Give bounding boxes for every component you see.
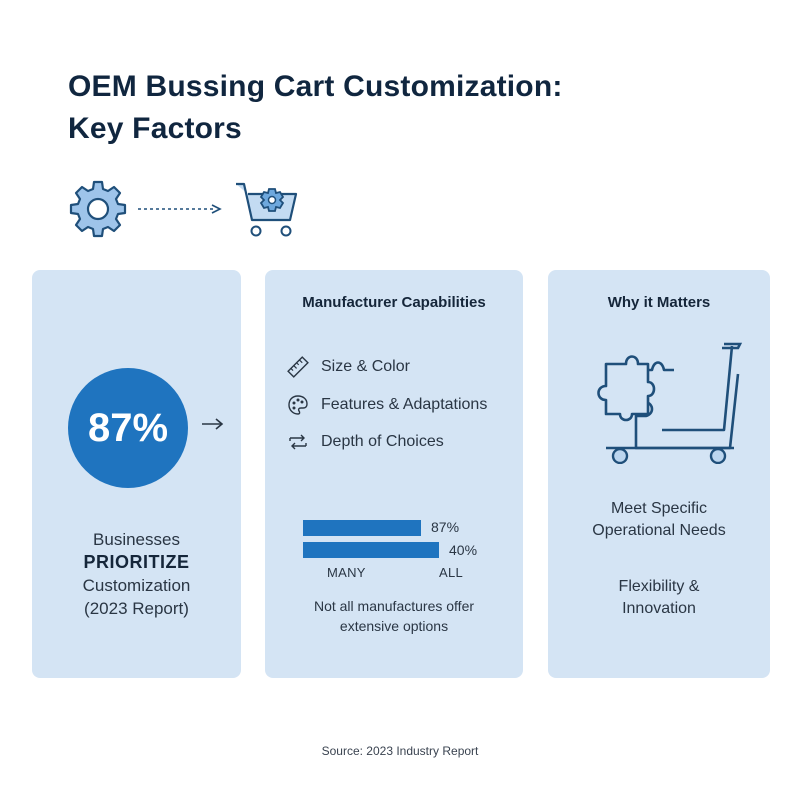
gear-icon bbox=[69, 180, 127, 238]
axis-label-right: ALL bbox=[439, 565, 464, 580]
why-it-matters-card: Why it Matters Meet Specific Operational… bbox=[548, 270, 770, 678]
title-line-2: Key Factors bbox=[68, 112, 242, 145]
bar-value-label: 87% bbox=[431, 519, 460, 535]
feature-label: Features & Adaptations bbox=[321, 396, 488, 413]
axis-label-left: MANY bbox=[327, 565, 366, 580]
feature-label: Size & Color bbox=[321, 358, 410, 375]
dashed-arrow-icon bbox=[138, 204, 222, 214]
palette-icon bbox=[288, 395, 308, 415]
cart-with-gear-icon bbox=[236, 182, 298, 237]
stat-line-1: Businesses bbox=[93, 530, 180, 549]
stat-line-3: Customization bbox=[82, 576, 191, 595]
title-line-1: OEM Bussing Cart Customization: bbox=[68, 70, 563, 103]
bar-all bbox=[303, 542, 439, 558]
why-point-2-line-1: Flexibility & bbox=[618, 578, 700, 595]
why-point-1-line-2: Operational Needs bbox=[592, 522, 726, 539]
arrow-right-icon bbox=[202, 418, 224, 430]
stat-circle: 87% bbox=[68, 368, 188, 488]
why-heading: Why it Matters bbox=[607, 294, 711, 311]
puzzle-cart-icon bbox=[597, 342, 743, 464]
source-note: Source: 2023 Industry Report bbox=[321, 744, 479, 758]
capabilities-heading: Manufacturer Capabilities bbox=[302, 294, 486, 311]
arrows-icon bbox=[289, 434, 307, 450]
bar-many bbox=[303, 520, 421, 536]
capabilities-note: Not all manufactures offer extensive opt… bbox=[265, 596, 523, 636]
feature-label: Depth of Choices bbox=[321, 433, 444, 450]
why-point-2: Flexibility & Innovation bbox=[548, 576, 770, 620]
feature-item: Size & Color bbox=[287, 354, 410, 380]
why-point-1-line-1: Meet Specific bbox=[610, 500, 708, 517]
feature-item: Depth of Choices bbox=[287, 429, 444, 455]
capabilities-card: Manufacturer Capabilities Size & Color F… bbox=[265, 270, 523, 678]
why-point-2-line-2: Innovation bbox=[622, 600, 696, 617]
stat-card: 87% Businesses PRIORITIZE Customization … bbox=[32, 270, 241, 678]
note-line-1: Not all manufactures offer bbox=[313, 598, 475, 614]
stat-description: Businesses PRIORITIZE Customization (202… bbox=[32, 528, 241, 620]
ruler-icon bbox=[287, 356, 309, 378]
header-icons bbox=[66, 176, 306, 246]
page-title: OEM Bussing Cart Customization: Key Fact… bbox=[68, 66, 728, 150]
stat-emphasis: PRIORITIZE bbox=[83, 552, 190, 572]
bar-value-label: 40% bbox=[449, 542, 478, 558]
feature-item: Features & Adaptations bbox=[287, 392, 487, 418]
why-point-1: Meet Specific Operational Needs bbox=[548, 498, 770, 542]
note-line-2: extensive options bbox=[339, 618, 449, 634]
stat-line-4: (2023 Report) bbox=[84, 599, 189, 618]
